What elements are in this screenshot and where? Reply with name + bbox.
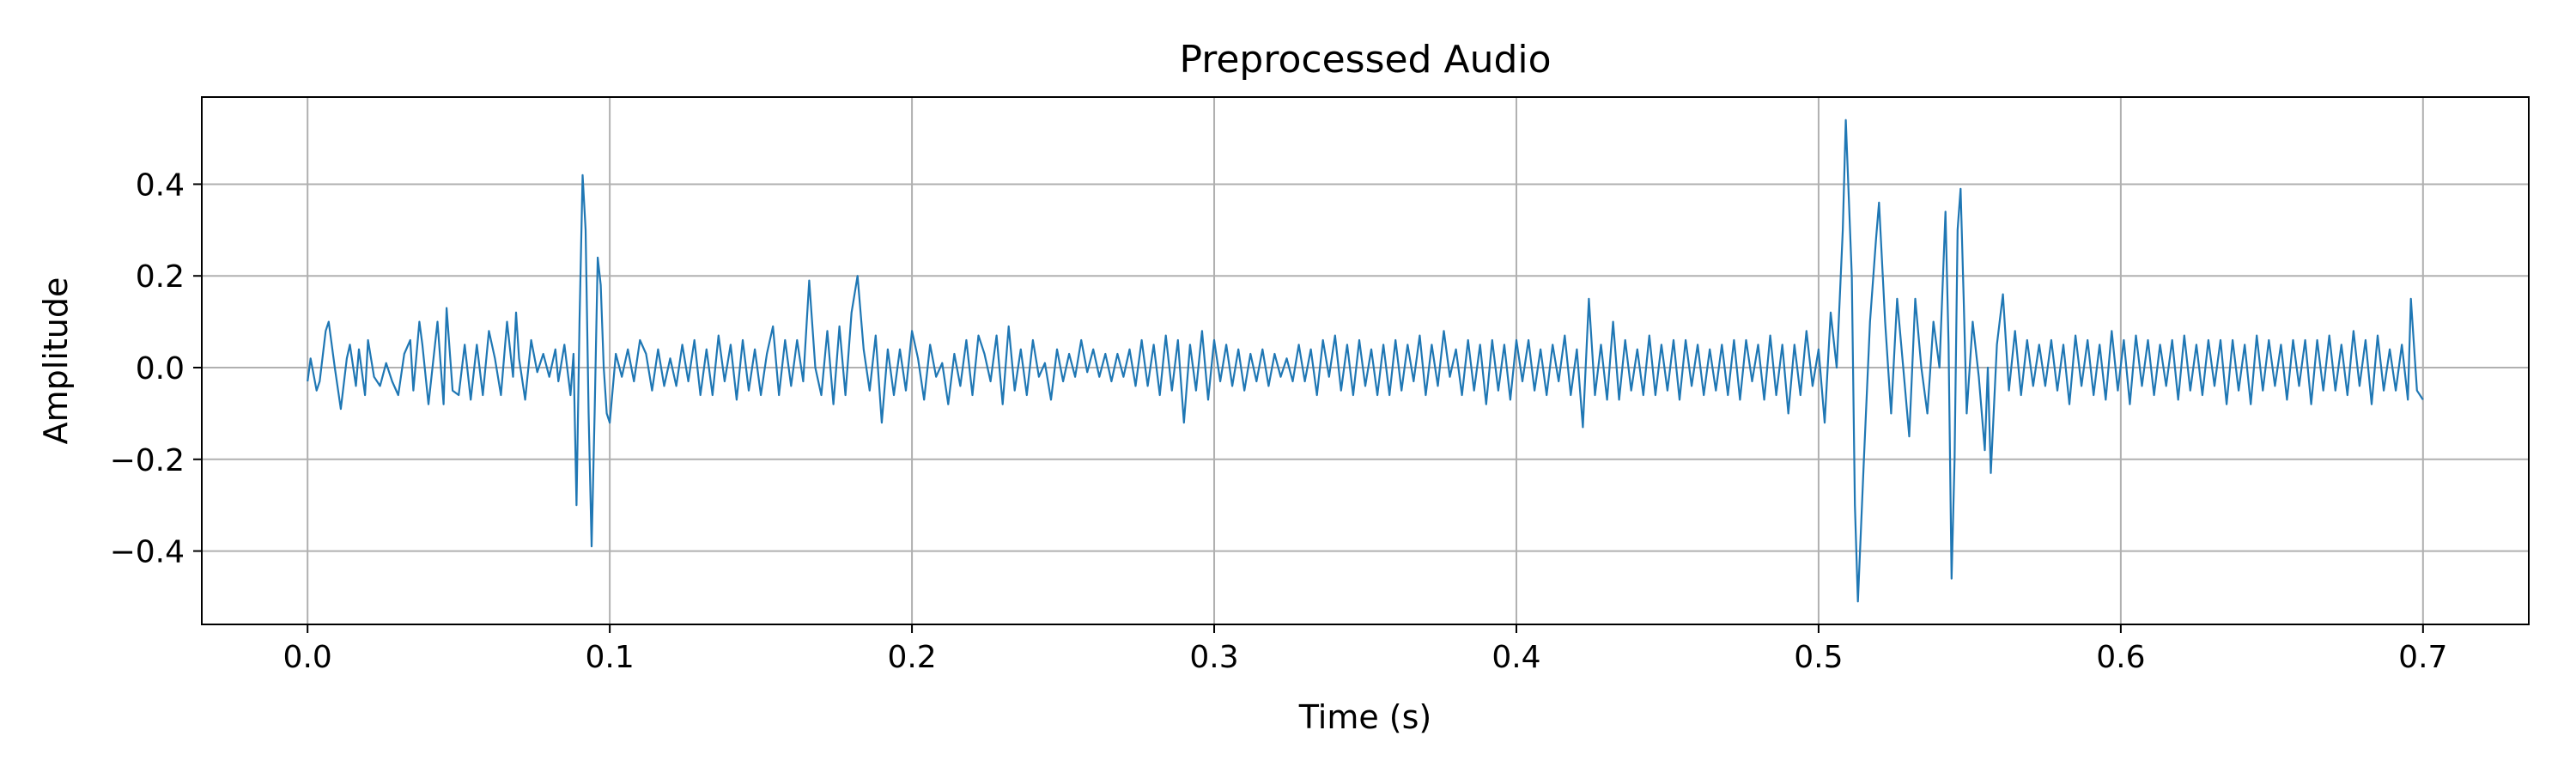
plot-frame — [201, 96, 2530, 625]
x-tick-label: 0.6 — [2096, 640, 2145, 675]
y-tick-label: 0.2 — [136, 259, 185, 295]
y-tick-label: 0.0 — [136, 351, 185, 386]
x-tick-label: 0.7 — [2398, 640, 2447, 675]
y-tick-label: −0.2 — [110, 443, 185, 478]
chart-title: Preprocessed Audio — [1179, 38, 1551, 82]
x-tick-label: 0.4 — [1492, 640, 1540, 675]
y-tick-label: −0.4 — [110, 535, 185, 570]
x-tick-label: 0.1 — [585, 640, 634, 675]
y-axis-ticks: −0.4 −0.2 0.0 0.2 0.4 — [110, 167, 202, 570]
grid — [202, 97, 2529, 624]
x-tick-label: 0.0 — [283, 640, 332, 675]
x-tick-label: 0.2 — [887, 640, 936, 675]
x-tick-label: 0.5 — [1794, 640, 1843, 675]
x-tick-label: 0.3 — [1189, 640, 1238, 675]
x-axis-ticks: 0.0 0.1 0.2 0.3 0.4 0.5 0.6 0.7 — [283, 624, 2447, 675]
y-axis-label: Amplitude — [37, 277, 75, 445]
x-axis-label: Time (s) — [1298, 698, 1432, 736]
audio-waveform-line — [307, 119, 2424, 603]
y-tick-label: 0.4 — [136, 167, 185, 203]
